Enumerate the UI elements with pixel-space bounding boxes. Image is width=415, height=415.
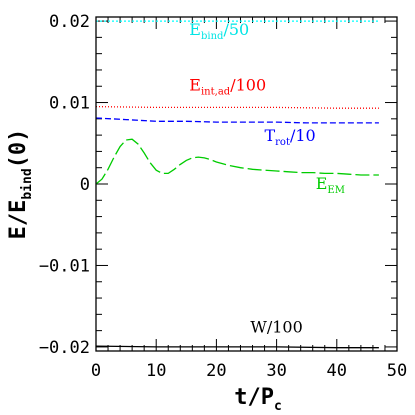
y-axis-title: E/Ebind(0) — [6, 129, 35, 240]
series-line — [95, 345, 379, 349]
x-tick-label: 50 — [387, 361, 407, 381]
series-label: EEM — [316, 174, 345, 196]
series-label: Trot/10 — [264, 126, 315, 148]
axis-ticks — [95, 17, 398, 351]
y-tick-label: 0 — [80, 175, 90, 195]
x-tick-label: 40 — [327, 361, 347, 381]
y-tick-label: 0.01 — [49, 94, 90, 114]
series-line — [95, 105, 379, 109]
x-tick-label: 0 — [91, 361, 101, 381]
x-tick-label: 10 — [146, 361, 166, 381]
x-axis-title: t/Pc — [234, 385, 282, 414]
series-labels: Ebind/50 Eint,ad/100 Trot/10 EEM W/100 — [189, 20, 345, 336]
x-tick-label: 30 — [266, 361, 286, 381]
series-line — [95, 138, 379, 185]
series-label: Ebind/50 — [189, 20, 249, 42]
series-label: W/100 — [250, 317, 302, 336]
y-tick-label: 0.02 — [49, 12, 90, 32]
y-tick-label: −0.02 — [39, 338, 90, 358]
x-tick-label: 20 — [206, 361, 226, 381]
series-line — [95, 117, 379, 124]
series-label: Eint,ad/100 — [189, 75, 266, 97]
tick-labels: 0 10 20 30 40 50 −0.02 −0.01 0 0.01 0.02 — [39, 12, 407, 381]
series-lines — [95, 20, 379, 349]
plot-frame — [95, 16, 398, 352]
y-tick-label: −0.01 — [39, 256, 90, 276]
